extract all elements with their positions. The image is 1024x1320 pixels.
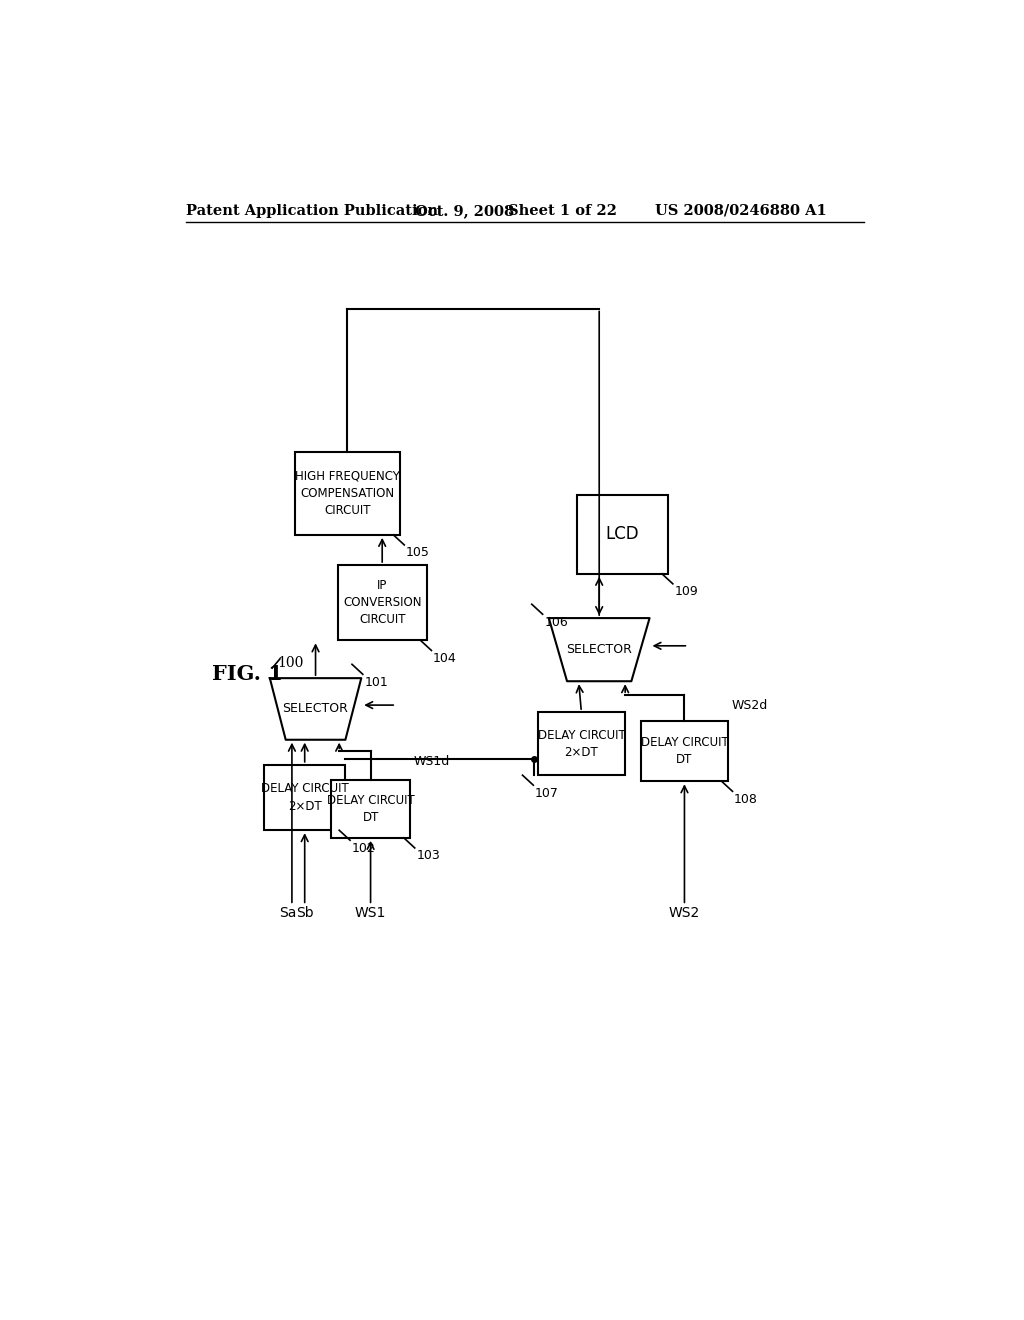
Text: 103: 103 [417,850,440,862]
Text: DELAY CIRCUIT
DT: DELAY CIRCUIT DT [641,737,728,767]
Text: 105: 105 [406,546,430,560]
Text: WS2d: WS2d [732,700,768,711]
Text: SELECTOR: SELECTOR [283,702,348,715]
Text: 104: 104 [433,652,457,665]
Text: WS2: WS2 [669,906,700,920]
Bar [331,780,410,838]
Text: Patent Application Publication: Patent Application Publication [186,203,438,218]
Bar [538,711,625,775]
Text: DELAY CIRCUIT
DT: DELAY CIRCUIT DT [327,795,415,824]
Text: 109: 109 [675,585,698,598]
Text: 108: 108 [734,793,758,807]
Polygon shape [549,618,649,681]
Bar [264,764,345,830]
Bar [577,495,669,574]
Text: SELECTOR: SELECTOR [566,643,632,656]
Text: HIGH FREQUENCY
COMPENSATION
CIRCUIT: HIGH FREQUENCY COMPENSATION CIRCUIT [295,470,399,517]
Text: Sb: Sb [296,906,313,920]
Bar [295,451,399,535]
Text: 102: 102 [351,842,376,855]
Text: Sa: Sa [280,906,297,920]
Text: Sheet 1 of 22: Sheet 1 of 22 [508,203,616,218]
Text: WS1d: WS1d [414,755,451,768]
Text: WS1: WS1 [355,906,386,920]
Bar [641,721,728,781]
Text: DELAY CIRCUIT
2×DT: DELAY CIRCUIT 2×DT [538,729,626,759]
Text: LCD: LCD [605,525,639,543]
Text: FIG. 1: FIG. 1 [212,664,283,684]
Text: 107: 107 [535,787,559,800]
Text: 100: 100 [278,656,304,669]
Text: Oct. 9, 2008: Oct. 9, 2008 [415,203,514,218]
Text: 101: 101 [365,676,388,689]
Text: 106: 106 [544,615,568,628]
Text: US 2008/0246880 A1: US 2008/0246880 A1 [655,203,826,218]
Polygon shape [270,678,361,739]
Text: DELAY CIRCUIT
2×DT: DELAY CIRCUIT 2×DT [261,783,348,813]
Text: IP
CONVERSION
CIRCUIT: IP CONVERSION CIRCUIT [343,579,422,626]
Bar [338,565,427,640]
